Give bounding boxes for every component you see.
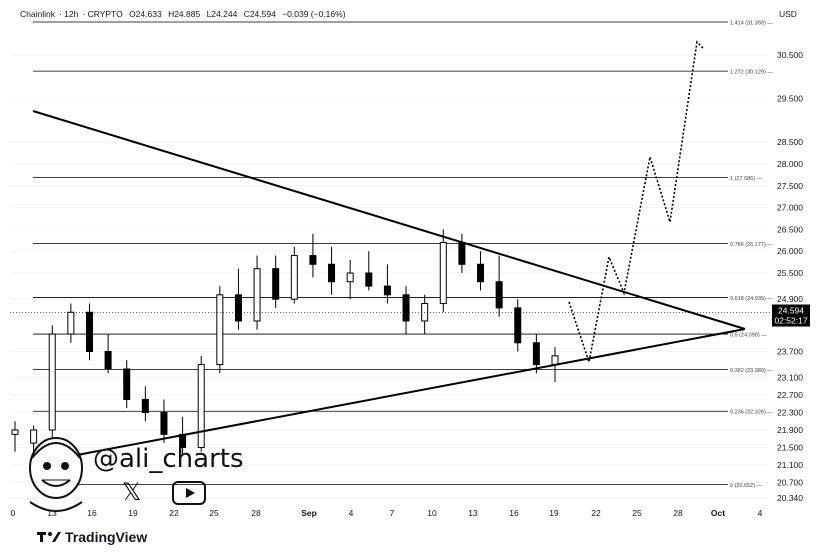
x-axis-tick-label: 7 (390, 508, 395, 518)
fib-level-label: 0 (20.652) — (730, 483, 763, 489)
x-axis-tick-label: 22 (591, 508, 601, 518)
candle (309, 233, 317, 278)
close-value: C24.594 (243, 9, 276, 19)
candle (272, 255, 280, 308)
fib-level-label: 1.272 (30.129) — (730, 70, 773, 76)
y-axis-tick-label: 20.340 (777, 493, 803, 503)
y-axis-tick-label: 26.500 (777, 224, 803, 234)
open-value: O24.633 (129, 9, 162, 19)
tradingview-logo: TradingView (37, 529, 147, 545)
x-axis-tick-label: 16 (87, 508, 97, 518)
y-axis-tick-label: 22.300 (777, 408, 803, 418)
x-axis-tick-label: Sep (301, 508, 317, 518)
x-axis-tick-label: 22 (169, 508, 179, 518)
candle (104, 334, 112, 374)
candle (421, 294, 429, 335)
y-axis-tick-label: 23.100 (777, 373, 803, 383)
y-axis-tick-label: 27.000 (777, 203, 803, 213)
author-handle: @ali_charts (93, 444, 244, 474)
low-value: L24.244 (206, 9, 238, 19)
x-axis-tick-label: 4 (758, 508, 763, 518)
y-axis-tick-label: 29.500 (777, 94, 803, 104)
candle (67, 303, 75, 343)
fib-level-label: 0.5 (24.098) — (730, 333, 767, 339)
x-axis-tick-label: Oct (711, 508, 725, 518)
exchange-label: CRYPTO (87, 9, 123, 19)
x-axis-tick-label: 13 (468, 508, 478, 518)
fib-level-label: 0.236 (22.326) — (730, 410, 773, 416)
high-value: H24.885 (168, 9, 201, 19)
y-axis-tick-label: 21.100 (777, 460, 803, 470)
candle (402, 286, 410, 335)
candle (160, 399, 168, 444)
triangle-pattern (32, 110, 746, 463)
candle (48, 325, 56, 439)
x-axis-tick-label: 16 (509, 508, 519, 518)
y-axis-tick-label: 21.900 (777, 425, 803, 435)
tradingview-icon (37, 532, 61, 542)
y-axis-tick-label: 28.000 (777, 159, 803, 169)
candle (477, 251, 485, 291)
avatar-caricature (29, 437, 83, 512)
y-axis-tick-label: 22.700 (777, 390, 803, 400)
candle (514, 299, 522, 352)
candle (253, 255, 261, 330)
interval-label[interactable]: 12h (64, 9, 79, 19)
x-axis-tick-label: 28 (251, 508, 261, 518)
symbol-name[interactable]: Chainlink (20, 9, 55, 19)
x-axis-tick-label: 19 (128, 508, 138, 518)
youtube-icon (172, 481, 206, 505)
candle (85, 303, 93, 361)
y-axis-tick-label: 25.500 (777, 268, 803, 278)
candle (123, 360, 131, 409)
candle (532, 334, 540, 374)
fib-level-label: 0.382 (23.289) — (730, 368, 773, 374)
x-axis-tick-label: 19 (549, 508, 559, 518)
x-axis-tick-label: 0 (11, 508, 16, 518)
y-axis-tick-label: 27.500 (777, 181, 803, 191)
x-axis-tick-label: 28 (673, 508, 683, 518)
fib-level-label: 1.414 (31.393) — (730, 21, 773, 27)
x-axis-tick-label: 10 (427, 508, 437, 518)
currency-label[interactable]: USD (779, 9, 797, 19)
change-value: −0.039 (−0.16%) (282, 9, 346, 19)
y-axis-tick-label: 23.700 (777, 346, 803, 356)
fib-level-label: 1 (27.686) — (730, 176, 763, 182)
y-axis-tick-label: 26.000 (777, 246, 803, 256)
y-axis-tick-label: 21.500 (777, 442, 803, 452)
candle (141, 386, 149, 422)
y-axis-tick-label: 20.700 (777, 477, 803, 487)
tradingview-wordmark: TradingView (65, 529, 148, 545)
candle (383, 264, 391, 304)
current-price-label: 24.594 (778, 306, 804, 316)
candle (458, 233, 466, 274)
chart-header: Chainlink · 12h · CRYPTO O24.633 H24.885 L… (20, 9, 346, 19)
candle (365, 251, 373, 291)
x-axis-tick-label: 25 (632, 508, 642, 518)
candle (439, 229, 447, 313)
x-logo-icon: 𝕏 (122, 478, 142, 506)
candle (346, 259, 354, 300)
candle (197, 355, 205, 452)
y-axis-tick-label: 28.500 (777, 137, 803, 147)
x-axis-tick-label: 4 (349, 508, 354, 518)
y-axis-tick-label: 30.500 (777, 50, 803, 60)
current-price-badge (772, 304, 810, 327)
y-axis-tick-label: 24.900 (777, 294, 803, 304)
candle (11, 421, 19, 452)
fib-level-label: 0.618 (24.935) — (730, 296, 773, 302)
projection-path (568, 40, 704, 366)
candle (495, 255, 503, 317)
bar-countdown-label: 02:52:17 (774, 316, 807, 326)
fib-level-label: 0.786 (26.177) — (730, 242, 773, 248)
candle (290, 246, 298, 304)
x-axis-tick-label: 13 (47, 508, 57, 518)
candle (216, 286, 224, 374)
candle (234, 268, 242, 330)
x-axis-tick-label: 25 (209, 508, 219, 518)
candle (328, 246, 336, 295)
